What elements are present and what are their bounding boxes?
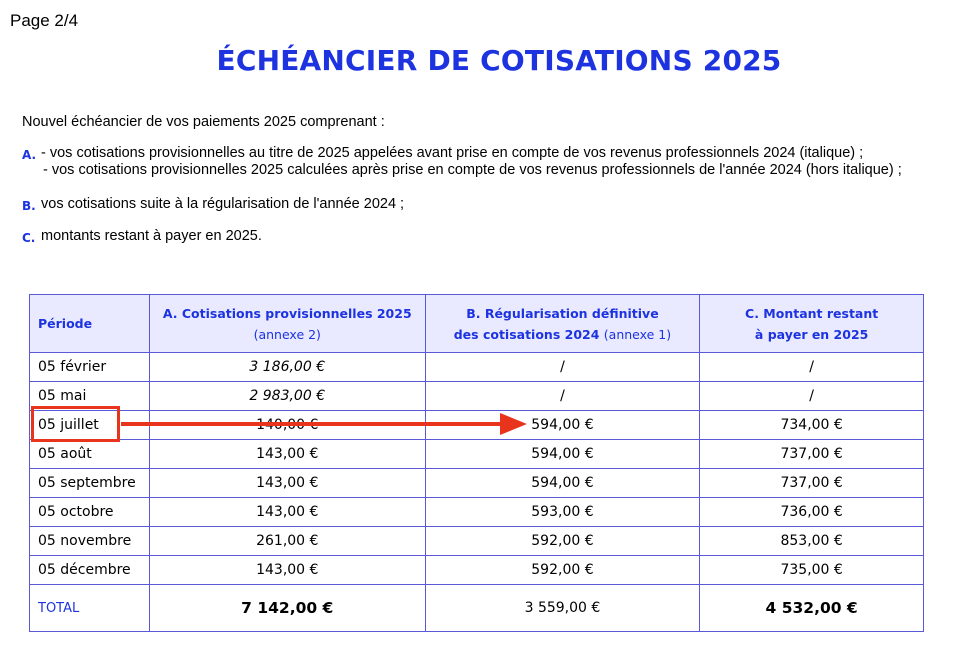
total-row: TOTAL 7 142,00 € 3 559,00 € 4 532,00 € <box>29 584 924 632</box>
page-number: Page 2/4 <box>10 11 79 30</box>
row-col-a: 143,00 € <box>148 468 426 498</box>
table-row: 05 octobre 143,00 € 593,00 € 736,00 € <box>29 497 924 527</box>
total-col-b: 3 559,00 € <box>424 584 701 632</box>
row-col-b: 593,00 € <box>424 497 701 527</box>
row-periode: 05 février <box>29 352 150 382</box>
row-col-b: 594,00 € <box>424 439 701 469</box>
row-periode: 05 août <box>29 439 150 469</box>
total-label: TOTAL <box>29 584 150 632</box>
item-a-line-1: - vos cotisations provisionnelles au tit… <box>41 145 864 161</box>
item-b-letter: B. <box>22 199 36 213</box>
header-col-b-note: (annexe 1) <box>603 326 672 342</box>
row-periode: 05 novembre <box>29 526 150 556</box>
item-a-line-2: - vos cotisations provisionnelles 2025 c… <box>43 162 902 178</box>
header-col-a-line-1: A. Cotisations provisionnelles 2025 <box>162 305 412 321</box>
header-col-a: A. Cotisations provisionnelles 2025 (ann… <box>148 294 426 353</box>
header-col-c-line-1: C. Montant restant <box>745 305 879 321</box>
row-col-c: 734,00 € <box>699 410 924 440</box>
row-periode: 05 octobre <box>29 497 150 527</box>
item-c-letter: C. <box>22 231 36 245</box>
row-col-a: 261,00 € <box>148 526 426 556</box>
row-col-a: 143,00 € <box>148 439 426 469</box>
row-col-c: 735,00 € <box>699 555 924 585</box>
table-row: 05 décembre 143,00 € 592,00 € 735,00 € <box>29 555 924 585</box>
row-col-b: 592,00 € <box>424 526 701 556</box>
table-row: 05 mai 2 983,00 € / / <box>29 381 924 411</box>
header-col-b: B. Régularisation définitive des cotisat… <box>424 294 701 353</box>
header-periode: Période <box>29 294 150 353</box>
row-col-b: / <box>424 352 701 382</box>
row-col-b: / <box>424 381 701 411</box>
item-c: C. montants restant à payer en 2025. <box>22 228 262 245</box>
document-title: ÉCHÉANCIER DE COTISATIONS 2025 <box>216 44 782 77</box>
table-header-row: Période A. Cotisations provisionnelles 2… <box>29 294 924 353</box>
row-col-c: 737,00 € <box>699 439 924 469</box>
item-b-text: vos cotisations suite à la régularisatio… <box>41 196 405 212</box>
header-col-b-line-2: des cotisations 2024 <box>453 326 600 342</box>
table-row: 05 juillet 140,00 € 594,00 € 734,00 € <box>29 410 924 440</box>
row-col-a: 140,00 € <box>148 410 426 440</box>
row-col-c: / <box>699 352 924 382</box>
table-row: 05 février 3 186,00 € / / <box>29 352 924 382</box>
item-c-text: montants restant à payer en 2025. <box>41 228 262 244</box>
row-col-a: 2 983,00 € <box>148 381 426 411</box>
table-row: 05 novembre 261,00 € 592,00 € 853,00 € <box>29 526 924 556</box>
total-col-a: 7 142,00 € <box>148 584 426 632</box>
row-col-c: 737,00 € <box>699 468 924 498</box>
table-row: 05 août 143,00 € 594,00 € 737,00 € <box>29 439 924 469</box>
intro-text: Nouvel échéancier de vos paiements 2025 … <box>22 114 385 130</box>
row-col-c: 853,00 € <box>699 526 924 556</box>
header-col-a-line-2: (annexe 2) <box>253 326 321 342</box>
item-a-letter: A. <box>22 148 37 162</box>
header-col-c-line-2: à payer en 2025 <box>754 326 869 342</box>
table-row: 05 septembre 143,00 € 594,00 € 737,00 € <box>29 468 924 498</box>
row-col-a: 143,00 € <box>148 497 426 527</box>
item-a: A. - vos cotisations provisionnelles au … <box>22 145 902 179</box>
header-col-c: C. Montant restant à payer en 2025 <box>699 294 924 353</box>
row-periode: 05 septembre <box>29 468 150 498</box>
row-col-c: / <box>699 381 924 411</box>
row-col-c: 736,00 € <box>699 497 924 527</box>
row-col-a: 143,00 € <box>148 555 426 585</box>
row-col-a: 3 186,00 € <box>148 352 426 382</box>
row-col-b: 594,00 € <box>424 410 701 440</box>
header-col-b-line-1: B. Régularisation définitive <box>466 305 659 321</box>
row-col-b: 594,00 € <box>424 468 701 498</box>
schedule-table: Période A. Cotisations provisionnelles 2… <box>29 294 924 632</box>
highlight-box <box>31 406 120 442</box>
total-col-c: 4 532,00 € <box>699 584 924 632</box>
row-col-b: 592,00 € <box>424 555 701 585</box>
item-b: B. vos cotisations suite à la régularisa… <box>22 196 404 213</box>
row-periode: 05 décembre <box>29 555 150 585</box>
